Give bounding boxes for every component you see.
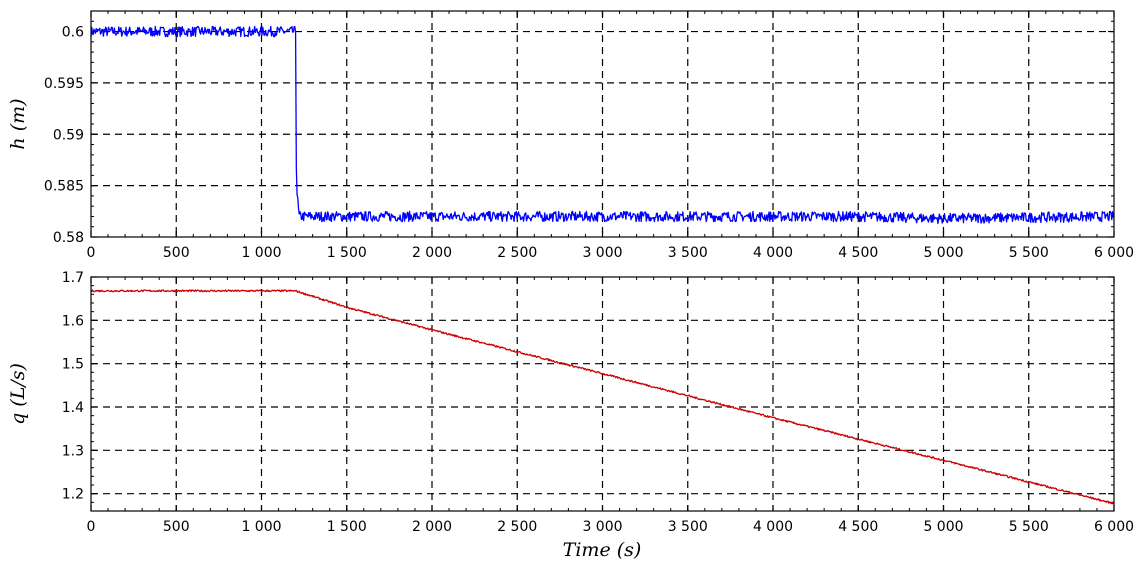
x-tick-label: 0 bbox=[87, 245, 96, 261]
x-tick-label: 2 500 bbox=[497, 245, 537, 261]
x-tick-label: 500 bbox=[163, 519, 190, 535]
x-tick-label: 3 000 bbox=[582, 519, 622, 535]
plot-frame bbox=[90, 276, 1115, 512]
x-tick-label: 3 000 bbox=[582, 245, 622, 261]
y-tick-label: 1.4 bbox=[62, 400, 84, 416]
x-tick-label: 5 000 bbox=[923, 519, 963, 535]
x-tick-label: 4 000 bbox=[753, 245, 793, 261]
plot-frame bbox=[90, 10, 1115, 238]
y-tick-label: 1.5 bbox=[62, 357, 84, 373]
x-tick-label: 6 000 bbox=[1094, 519, 1134, 535]
x-tick-label: 4 000 bbox=[753, 519, 793, 535]
x-tick-label: 2 000 bbox=[412, 519, 452, 535]
x-tick-label: 3 500 bbox=[668, 245, 708, 261]
y-tick-label: 1.3 bbox=[62, 443, 84, 459]
x-tick-label: 0 bbox=[87, 519, 96, 535]
series-line-0 bbox=[90, 25, 1115, 225]
x-tick-label: 500 bbox=[163, 245, 190, 261]
y-tick-label: 0.58 bbox=[53, 230, 84, 246]
y-tick-label: 0.585 bbox=[44, 179, 84, 195]
q-panel: 0 500 1 000 1 500 2 000 2 500 3 000 3 500 4 000 4… bbox=[7, 270, 1134, 561]
x-tick-label: 4 500 bbox=[838, 519, 878, 535]
y-tick-label: 0.595 bbox=[44, 76, 84, 92]
x-tick-label: 1 000 bbox=[241, 519, 281, 535]
x-tick-label: 5 000 bbox=[923, 245, 963, 261]
x-tick-label: 5 500 bbox=[1009, 245, 1049, 261]
y-axis-label: q (L/s) bbox=[7, 363, 29, 425]
x-tick-label: 1 000 bbox=[241, 245, 281, 261]
y-tick-label: 0.59 bbox=[53, 127, 84, 143]
y-tick-label: 0.6 bbox=[62, 25, 84, 41]
x-tick-label: 1 500 bbox=[327, 519, 367, 535]
x-tick-label: 5 500 bbox=[1009, 519, 1049, 535]
h-panel: 0 500 1 000 1 500 2 000 2 500 3 000 3 500 4 000 4… bbox=[7, 10, 1134, 261]
x-axis-label: Time (s) bbox=[563, 539, 642, 561]
y-tick-label: 1.2 bbox=[62, 487, 84, 503]
y-tick-label: 1.6 bbox=[62, 313, 84, 329]
y-tick-label: 1.7 bbox=[62, 270, 84, 286]
x-tick-label: 3 500 bbox=[668, 519, 708, 535]
x-tick-label: 6 000 bbox=[1094, 245, 1134, 261]
x-tick-label: 2 500 bbox=[497, 519, 537, 535]
x-tick-label: 4 500 bbox=[838, 245, 878, 261]
x-tick-label: 2 000 bbox=[412, 245, 452, 261]
x-tick-label: 1 500 bbox=[327, 245, 367, 261]
series-line-0 bbox=[90, 289, 1115, 505]
y-axis-label: h (m) bbox=[7, 98, 29, 149]
